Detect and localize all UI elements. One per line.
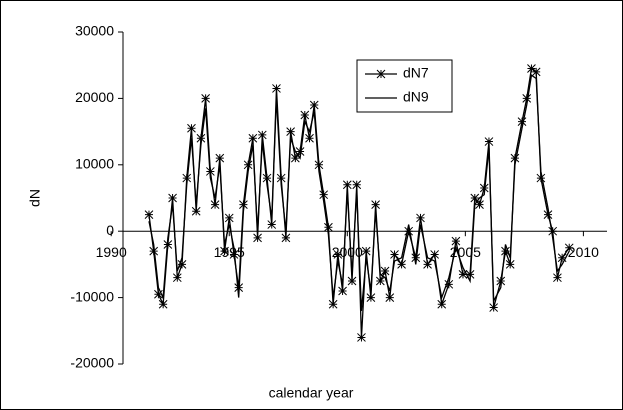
data-point	[328, 299, 338, 309]
data-point	[168, 193, 177, 203]
data-point	[479, 183, 489, 193]
data-point	[437, 299, 447, 309]
data-point	[347, 276, 357, 286]
data-point	[527, 64, 536, 73]
data-point	[262, 173, 272, 183]
series-line	[148, 74, 570, 311]
data-point	[172, 273, 182, 283]
data-point	[253, 233, 262, 243]
x-tick-label: 1990	[96, 244, 127, 260]
data-point	[390, 250, 399, 259]
data-point	[305, 133, 314, 143]
y-tick-label: 20000	[75, 89, 114, 105]
data-point	[281, 233, 291, 243]
data-point	[531, 67, 541, 77]
data-point	[324, 222, 333, 232]
data-point	[371, 200, 380, 209]
data-point	[187, 123, 196, 133]
data-point	[243, 160, 253, 170]
data-point	[416, 213, 425, 223]
y-tick-label: 10000	[75, 156, 114, 172]
data-point	[290, 153, 300, 163]
data-point	[458, 270, 468, 279]
data-point	[239, 200, 248, 209]
data-point	[154, 289, 163, 299]
data-point	[300, 110, 310, 120]
data-point	[158, 299, 168, 309]
data-point	[272, 84, 281, 93]
legend-box	[356, 59, 453, 113]
data-point	[309, 100, 319, 110]
y-tick-label: -20000	[70, 355, 114, 371]
x-axis-label: calendar year	[269, 385, 354, 401]
data-point	[548, 226, 558, 236]
data-point	[215, 153, 225, 163]
data-point	[385, 293, 395, 302]
legend-marker	[376, 69, 386, 79]
data-point	[224, 213, 234, 223]
data-point	[444, 279, 454, 289]
data-point	[210, 200, 220, 209]
data-point	[257, 130, 267, 140]
data-point	[319, 190, 329, 200]
data-point	[352, 180, 362, 190]
data-point	[380, 266, 390, 276]
data-point	[375, 276, 385, 286]
data-point	[201, 94, 210, 103]
data-point	[196, 133, 206, 143]
data-point	[470, 193, 480, 203]
data-point	[553, 273, 562, 283]
data-point	[423, 260, 432, 269]
legend-label: dN9	[403, 89, 429, 105]
data-point	[248, 133, 258, 143]
data-point	[536, 173, 546, 183]
data-point	[404, 226, 414, 236]
y-tick-label: 30000	[75, 23, 114, 39]
data-point	[505, 260, 515, 269]
data-point	[517, 117, 527, 126]
data-point	[397, 260, 406, 269]
data-point	[496, 276, 506, 286]
data-point	[295, 147, 305, 156]
data-point	[489, 303, 499, 312]
y-tick-label: 0	[106, 222, 114, 238]
data-point	[286, 127, 295, 136]
data-point	[182, 173, 192, 183]
data-point	[144, 210, 154, 219]
data-point	[191, 206, 201, 216]
data-point	[510, 153, 520, 163]
data-point	[361, 246, 371, 256]
data-point	[557, 253, 567, 263]
data-point	[338, 286, 347, 296]
data-point	[430, 250, 440, 259]
data-point	[149, 246, 159, 256]
data-point	[475, 200, 484, 209]
data-point	[564, 243, 574, 253]
data-point	[220, 246, 229, 256]
data-point	[357, 333, 366, 342]
legend-label: dN7	[403, 65, 429, 81]
data-point	[333, 250, 343, 259]
data-point	[501, 246, 510, 256]
data-point	[411, 253, 421, 263]
data-point	[342, 180, 352, 190]
data-point	[522, 94, 532, 103]
x-tick-label: 2010	[568, 244, 599, 260]
data-point	[543, 210, 553, 219]
data-point	[177, 260, 187, 269]
data-point	[267, 220, 277, 229]
data-point	[366, 293, 376, 302]
y-axis-label: dN	[27, 189, 43, 207]
y-tick-label: -10000	[70, 288, 114, 304]
data-point	[451, 236, 461, 246]
data-point	[484, 137, 494, 146]
